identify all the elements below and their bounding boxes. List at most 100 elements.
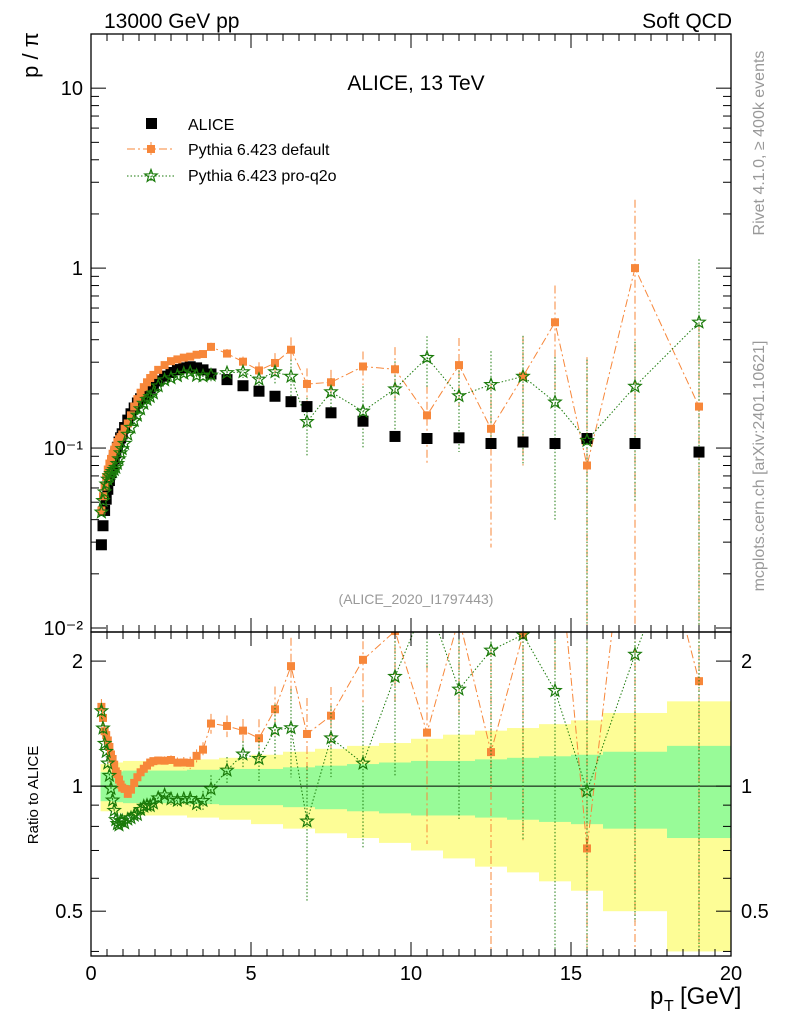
data-point-alice [629, 437, 641, 449]
ratio-point-default [186, 758, 195, 767]
y-tick-label-main: 10⁻² [44, 618, 84, 640]
ratio-point-proq2o [156, 786, 173, 802]
y-tick-label-ratio: 1 [72, 776, 83, 798]
data-point-proq2o [355, 403, 371, 418]
x-tick-label: 5 [245, 963, 256, 985]
ratio-point-proq2o [483, 642, 499, 657]
data-point-proq2o [114, 440, 131, 456]
data-point-default [120, 424, 129, 433]
ratio-point-proq2o [355, 755, 371, 770]
data-point-alice [581, 432, 593, 444]
ratio-point-proq2o [163, 790, 179, 806]
x-tick-label: 10 [400, 963, 422, 985]
data-point-default [167, 357, 175, 366]
data-point-proq2o [119, 426, 136, 442]
data-point-default [186, 352, 195, 361]
data-point-default [133, 395, 142, 404]
data-point-default [303, 379, 311, 388]
data-point-default [551, 318, 559, 327]
data-point-default [695, 402, 703, 411]
data-point-proq2o [195, 367, 211, 383]
y-axis-label-ratio: Ratio to ALICE [25, 746, 42, 844]
ratio-point-default [173, 758, 182, 767]
ratio-point-proq2o [95, 719, 111, 735]
data-point-alice [301, 401, 313, 413]
data-point-default [271, 358, 279, 367]
data-point-default [255, 366, 263, 375]
data-point-proq2o [579, 432, 595, 448]
ratio-point-proq2o [116, 814, 133, 830]
series-line-default [100, 266, 700, 511]
ratio-point-proq2o [106, 802, 123, 818]
data-point-default [149, 370, 158, 379]
data-point-default [391, 365, 399, 374]
ratio-point-default [179, 758, 188, 767]
ratio-point-default [192, 751, 201, 760]
ratio-point-proq2o [101, 767, 118, 783]
ratio-point-proq2o [251, 750, 267, 766]
ratio-point-default [167, 756, 175, 765]
data-point-default [631, 264, 639, 273]
data-point-proq2o [123, 419, 139, 435]
data-point-proq2o [156, 371, 173, 387]
ratio-point-default [207, 719, 215, 728]
data-point-proq2o [182, 363, 199, 379]
data-point-proq2o [116, 435, 133, 451]
data-point-default [123, 419, 132, 428]
y-tick-label-ratio: 0.5 [55, 901, 83, 923]
data-point-proq2o [483, 376, 499, 392]
data-point-default [107, 454, 115, 463]
data-point-proq2o [283, 368, 299, 384]
ratio-band-inner [107, 772, 114, 802]
ratio-point-default [133, 773, 142, 782]
data-point-proq2o [419, 349, 435, 365]
data-point-default [583, 461, 591, 470]
y-axis-label-main: p / π [18, 32, 43, 78]
main-panel [93, 199, 707, 632]
data-point-default [359, 362, 367, 371]
data-point-proq2o [267, 363, 283, 379]
ratio-point-proq2o [188, 795, 205, 811]
ratio-point-default [103, 736, 112, 745]
ratio-point-default [327, 711, 335, 720]
data-point-default [136, 388, 145, 397]
data-point-default [108, 449, 117, 458]
ratio-point-proq2o [103, 780, 119, 796]
data-point-default [127, 411, 135, 420]
data-point-default [97, 506, 106, 515]
y-tick-label-ratio-right: 0.5 [741, 901, 769, 923]
ratio-band-inner [100, 772, 108, 802]
svg-text:[GeV]: [GeV] [680, 983, 741, 1010]
ratio-point-proq2o [132, 801, 149, 817]
ratio-point-default [102, 731, 111, 740]
data-point-alice [285, 396, 297, 408]
data-point-default [192, 350, 201, 359]
ratio-point-proq2o [387, 668, 403, 684]
svg-text:p: p [650, 983, 663, 1010]
ratio-point-proq2o [235, 745, 251, 761]
data-point-alice [221, 374, 233, 386]
ratio-point-proq2o [93, 702, 110, 718]
ratio-point-proq2o [283, 719, 299, 735]
ratio-point-default [239, 726, 247, 735]
data-point-alice [389, 430, 401, 442]
x-tick-label: 0 [85, 963, 96, 985]
header-left: 13000 GeV pp [104, 10, 239, 33]
y-tick-label-ratio-right: 2 [741, 651, 752, 673]
data-point-proq2o [169, 367, 186, 383]
ratio-point-default [107, 750, 115, 759]
ratio-point-proq2o [219, 762, 235, 778]
legend-default-label: Pythia 6.423 default [188, 142, 330, 159]
data-point-alice [485, 437, 497, 449]
data-point-proq2o [135, 395, 152, 411]
data-point-alice [453, 432, 465, 444]
svg-text:T: T [664, 998, 674, 1015]
ratio-point-default [123, 789, 132, 798]
header-right: Soft QCD [642, 10, 732, 33]
ratio-point-default [160, 756, 169, 765]
ratio-point-proq2o [451, 681, 467, 697]
legend-alice-marker [146, 118, 157, 129]
ratio-band-inner [379, 762, 412, 814]
data-point-default [287, 345, 295, 354]
y-tick-label-main: 1 [72, 258, 83, 280]
